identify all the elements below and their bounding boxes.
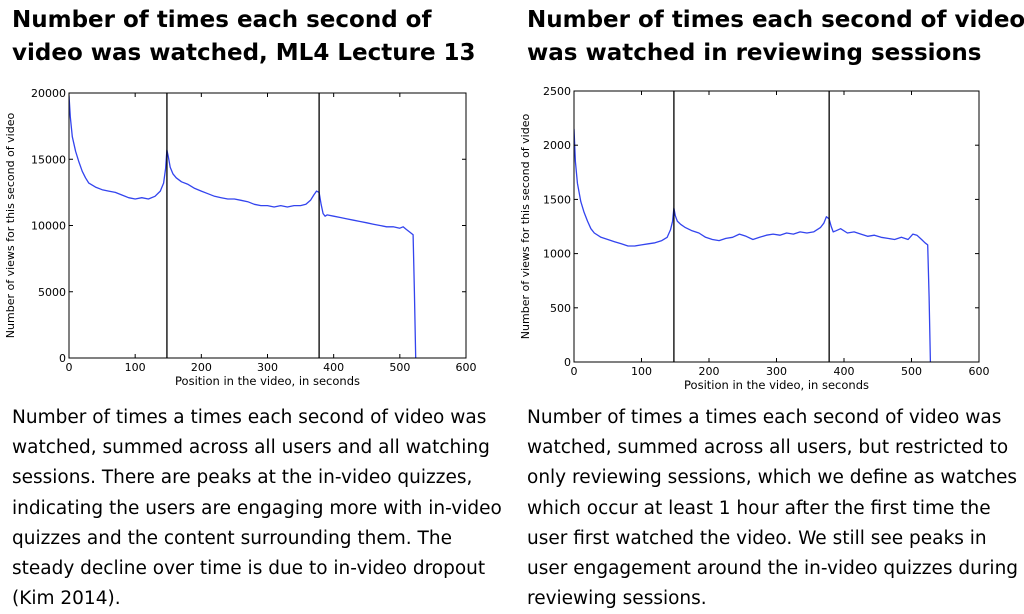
x-tick-label: 200 <box>191 361 212 374</box>
y-tick-label: 15000 <box>31 153 66 166</box>
x-tick-label: 500 <box>389 361 410 374</box>
x-axis-label: Position in the video, in seconds <box>175 374 360 388</box>
data-series-line <box>69 95 417 358</box>
x-tick-label: 600 <box>969 365 990 378</box>
reviewing-views-per-second-chart: 0 100 200 300 400 500 600 0 500 1000 1500 2000 2500 P… <box>519 85 990 392</box>
y-axis-label: Number of views for this second of video <box>4 113 17 339</box>
y-tick-label: 1500 <box>543 193 571 206</box>
views-per-second-chart: 0 100 200 300 400 500 600 0 5000 10000 15000 20000 P… <box>4 87 477 388</box>
title-line-1: Number of times each second of video <box>527 7 1024 33</box>
y-tick-label: 0 <box>59 352 66 365</box>
right-panel: Number of times each second of video was… <box>515 0 1024 609</box>
y-tick-label: 20000 <box>31 87 66 100</box>
x-tick-label: 500 <box>901 365 922 378</box>
title-line-1: Number of times each second of <box>12 7 432 33</box>
y-tick-label: 2500 <box>543 85 571 98</box>
x-tick-label: 400 <box>323 361 344 374</box>
x-tick-label: 300 <box>766 365 787 378</box>
x-tick-label: 400 <box>834 365 855 378</box>
chart-caption: Number of times a times each second of v… <box>527 407 1019 610</box>
x-tick-label: 100 <box>631 365 652 378</box>
chart-caption: Number of times a times each second of v… <box>12 407 502 610</box>
x-tick-label: 300 <box>257 361 278 374</box>
data-series-line <box>574 128 932 362</box>
y-tick-label: 1000 <box>543 248 571 261</box>
x-tick-label: 200 <box>699 365 720 378</box>
panel-title: Number of times each second of video was… <box>527 4 1024 70</box>
plot-frame <box>573 90 980 363</box>
x-axis-label: Position in the video, in seconds <box>684 378 869 392</box>
title-line-2: video was watched, ML4 Lecture 13 <box>12 40 476 66</box>
y-tick-label: 5000 <box>38 286 66 299</box>
y-tick-label: 500 <box>550 302 571 315</box>
x-tick-label: 600 <box>456 361 477 374</box>
title-line-2: was watched in reviewing sessions <box>527 40 982 66</box>
y-tick-label: 0 <box>564 356 571 369</box>
x-tick-label: 100 <box>125 361 146 374</box>
plot-frame <box>68 92 467 359</box>
y-tick-label: 10000 <box>31 220 66 233</box>
panel-title: Number of times each second of video was… <box>12 4 505 70</box>
x-tick-label: 0 <box>571 365 578 378</box>
y-axis-label: Number of views for this second of video <box>519 114 532 340</box>
left-panel: Number of times each second of video was… <box>0 0 505 609</box>
x-tick-label: 0 <box>66 361 73 374</box>
y-tick-label: 2000 <box>543 139 571 152</box>
